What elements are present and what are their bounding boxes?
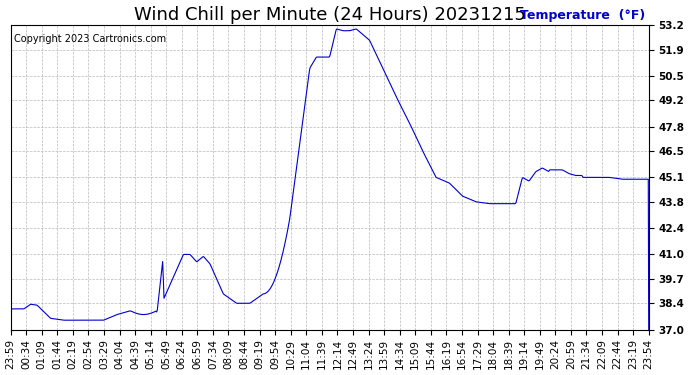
Text: Copyright 2023 Cartronics.com: Copyright 2023 Cartronics.com [14, 34, 166, 44]
Title: Wind Chill per Minute (24 Hours) 20231215: Wind Chill per Minute (24 Hours) 2023121… [134, 6, 526, 24]
Text: Temperature  (°F): Temperature (°F) [520, 9, 646, 22]
